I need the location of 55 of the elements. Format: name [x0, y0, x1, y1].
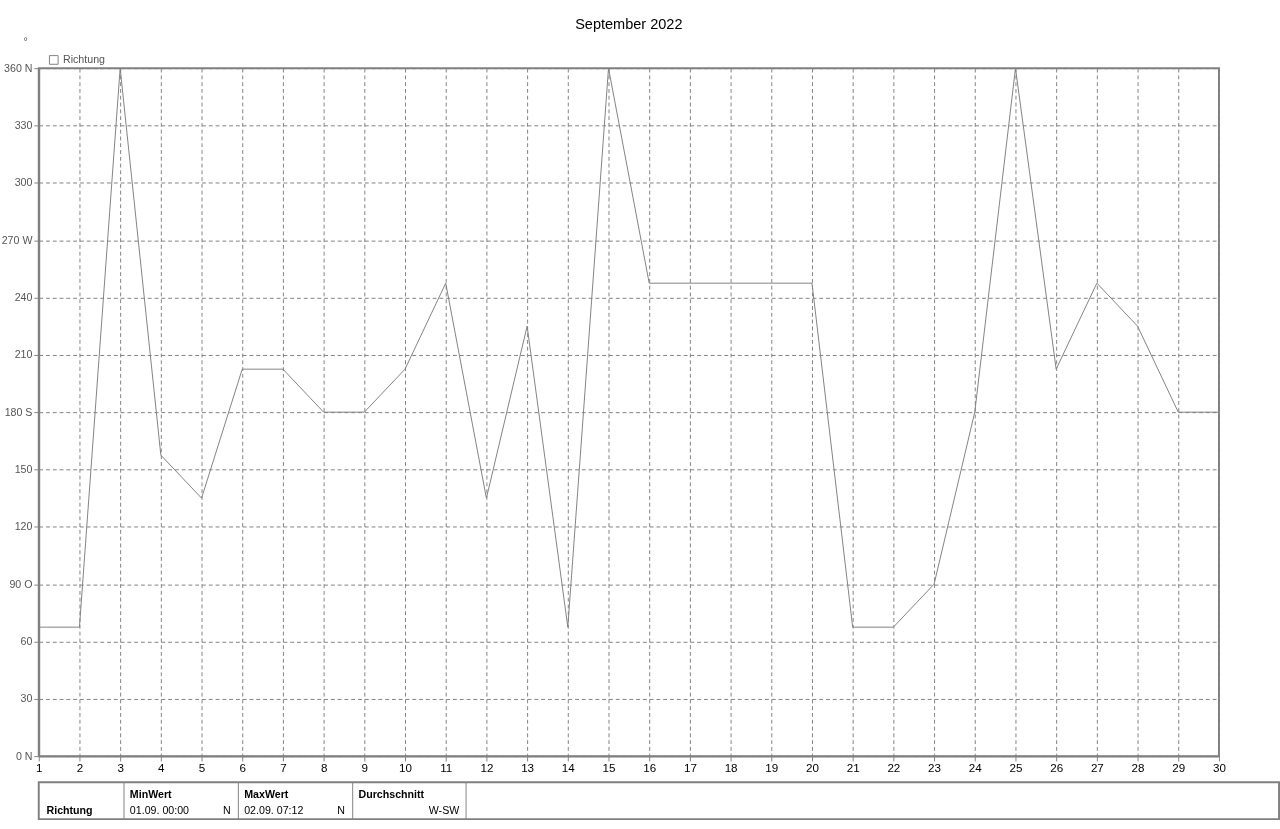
- x-tick-label: 23: [928, 761, 942, 775]
- x-tick-label: 22: [887, 761, 901, 775]
- x-tick-label: 5: [198, 761, 206, 775]
- x-tick-label: 16: [643, 761, 657, 775]
- text: N: [337, 804, 345, 817]
- x-tick-label: 9: [361, 761, 369, 775]
- y-tick-label: 270 W: [1, 233, 33, 246]
- x-tick-label: 15: [602, 761, 616, 775]
- x-tick-label: 24: [968, 761, 983, 775]
- y-tick-label: 210: [14, 348, 33, 361]
- x-tick-label: 25: [1009, 761, 1023, 775]
- x-tick-label: 28: [1131, 761, 1145, 775]
- text: MaxWert: [244, 787, 289, 800]
- text: 01.09. 00:00: [129, 804, 190, 817]
- y-tick-label: 150: [14, 462, 33, 475]
- x-tick-label: 18: [724, 761, 738, 775]
- x-tick-label: 1: [36, 761, 43, 775]
- x-tick-label: 29: [1172, 761, 1186, 775]
- x-tick-label: 30: [1212, 761, 1226, 775]
- x-tick-label: 6: [239, 761, 246, 775]
- x-tick-label: 12: [480, 761, 494, 775]
- text: MinWert: [129, 787, 173, 800]
- y-tick-label: 120: [14, 520, 33, 533]
- x-tick-label: 21: [846, 761, 860, 775]
- text: N: [222, 804, 231, 817]
- x-tick-label: 26: [1050, 761, 1064, 775]
- y-tick-label: 360 N: [4, 61, 33, 74]
- text: 02.09. 07:12: [244, 804, 304, 817]
- text: W-SW: [428, 804, 460, 817]
- x-tick-label: 19: [765, 761, 779, 775]
- x-tick-label: 3: [117, 761, 124, 775]
- y-tick-label: 300: [14, 176, 33, 189]
- text: Richtung: [46, 804, 93, 817]
- x-tick-label: 27: [1090, 761, 1104, 775]
- legend-label: Richtung: [62, 52, 106, 65]
- y-tick-label: 330: [14, 118, 33, 131]
- x-tick-label: 20: [806, 761, 819, 775]
- x-tick-label: 13: [521, 761, 535, 775]
- x-tick-label: 7: [280, 761, 287, 775]
- x-tick-label: 17: [683, 761, 697, 775]
- x-tick-label: 11: [440, 761, 453, 775]
- x-tick-label: 8: [320, 761, 328, 775]
- y-tick-label: 30: [20, 692, 33, 705]
- y-tick-label: 180 S: [4, 405, 33, 418]
- x-tick-label: 10: [399, 761, 412, 775]
- x-tick-label: 2: [76, 761, 84, 775]
- y-tick-label: 240: [14, 290, 33, 303]
- x-tick-label: 4: [158, 761, 166, 775]
- text: Durchschnitt: [358, 787, 425, 800]
- y-axis-title: °: [23, 35, 28, 48]
- y-tick-label: 60: [20, 634, 33, 647]
- x-tick-label: 14: [561, 761, 576, 775]
- y-tick-label: 90 O: [9, 577, 33, 590]
- chart-title: September 2022: [575, 16, 683, 33]
- y-tick-label: 0 N: [15, 749, 33, 762]
